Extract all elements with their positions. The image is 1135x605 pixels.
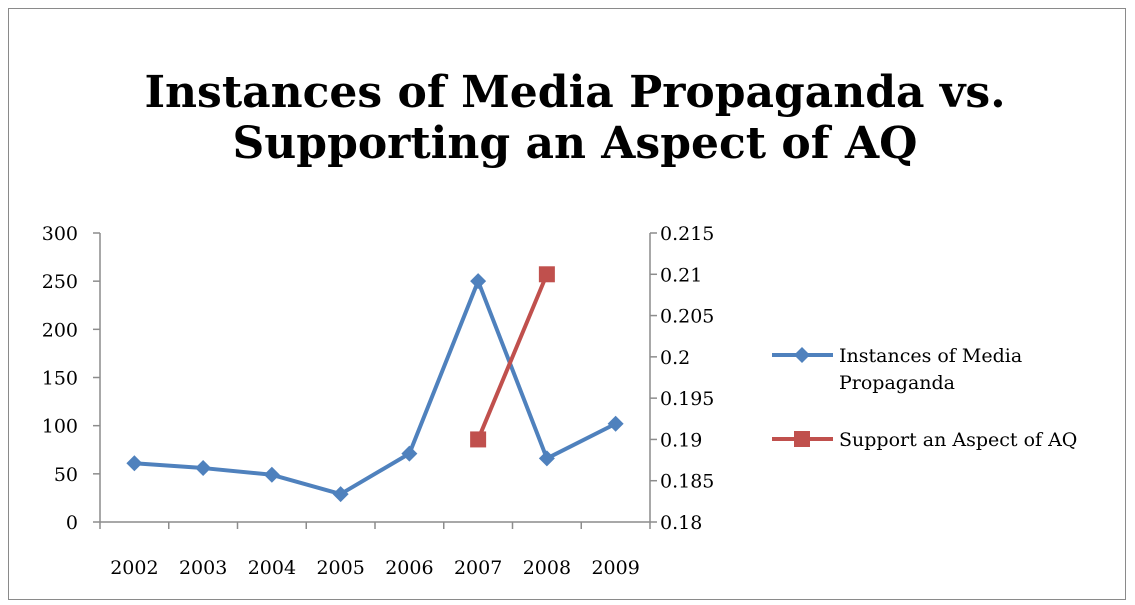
y-left-tick-label: 300 bbox=[42, 223, 78, 245]
data-point-media-propaganda bbox=[401, 445, 418, 462]
y-left-tick-label: 250 bbox=[42, 271, 78, 293]
x-tick-label: 2007 bbox=[454, 557, 502, 579]
x-tick-label: 2002 bbox=[110, 557, 158, 579]
data-point-media-propaganda bbox=[607, 415, 624, 432]
y-left-tick-label: 200 bbox=[42, 319, 78, 341]
y-right-tick-label: 0.185 bbox=[660, 471, 714, 493]
y-left-tick-label: 150 bbox=[42, 368, 78, 390]
y-left-tick-label: 0 bbox=[66, 512, 78, 534]
series-line-support-aq bbox=[476, 272, 549, 442]
legend-label-media-propaganda: Instances of Media bbox=[839, 345, 1022, 367]
x-tick-label: 2006 bbox=[385, 557, 433, 579]
data-point-support-aq bbox=[470, 431, 487, 448]
series-line-media-propaganda bbox=[132, 279, 618, 497]
data-point-support-aq bbox=[538, 266, 555, 283]
x-tick-label: 2003 bbox=[179, 557, 227, 579]
y-right-tick-label: 0.18 bbox=[660, 512, 702, 534]
axes-group: 0501001502002503000.180.1850.190.1950.20… bbox=[42, 223, 715, 579]
x-tick-label: 2008 bbox=[523, 557, 571, 579]
y-right-tick-label: 0.215 bbox=[660, 223, 714, 245]
x-tick-label: 2005 bbox=[316, 557, 364, 579]
data-point-media-propaganda bbox=[332, 486, 349, 503]
legend-label-media-propaganda: Propaganda bbox=[839, 372, 955, 394]
y-right-tick-label: 0.19 bbox=[660, 429, 702, 451]
chart-title-line-1: Instances of Media Propaganda vs. bbox=[144, 67, 1005, 118]
y-right-tick-label: 0.205 bbox=[660, 306, 714, 328]
legend-label-support-aq: Support an Aspect of AQ bbox=[839, 429, 1077, 451]
chart-frame bbox=[8, 8, 1126, 600]
data-point-media-propaganda bbox=[126, 455, 143, 472]
data-point-media-propaganda bbox=[470, 273, 487, 290]
legend: Instances of Media Propaganda Support an A… bbox=[772, 345, 1077, 451]
y-right-tick-label: 0.21 bbox=[660, 264, 702, 286]
legend-marker-support-aq bbox=[794, 431, 810, 447]
data-point-media-propaganda bbox=[195, 460, 212, 477]
data-point-media-propaganda bbox=[263, 466, 280, 483]
y-left-tick-label: 50 bbox=[54, 464, 78, 486]
series-group bbox=[126, 266, 624, 503]
x-tick-label: 2009 bbox=[591, 557, 639, 579]
legend-marker-media-propaganda bbox=[794, 347, 810, 363]
x-tick-label: 2004 bbox=[248, 557, 296, 579]
y-right-tick-label: 0.195 bbox=[660, 388, 714, 410]
y-right-tick-label: 0.2 bbox=[660, 347, 690, 369]
y-left-tick-label: 100 bbox=[42, 416, 78, 438]
chart-title-line-2: Supporting an Aspect of AQ bbox=[233, 118, 918, 169]
data-point-media-propaganda bbox=[538, 450, 555, 467]
